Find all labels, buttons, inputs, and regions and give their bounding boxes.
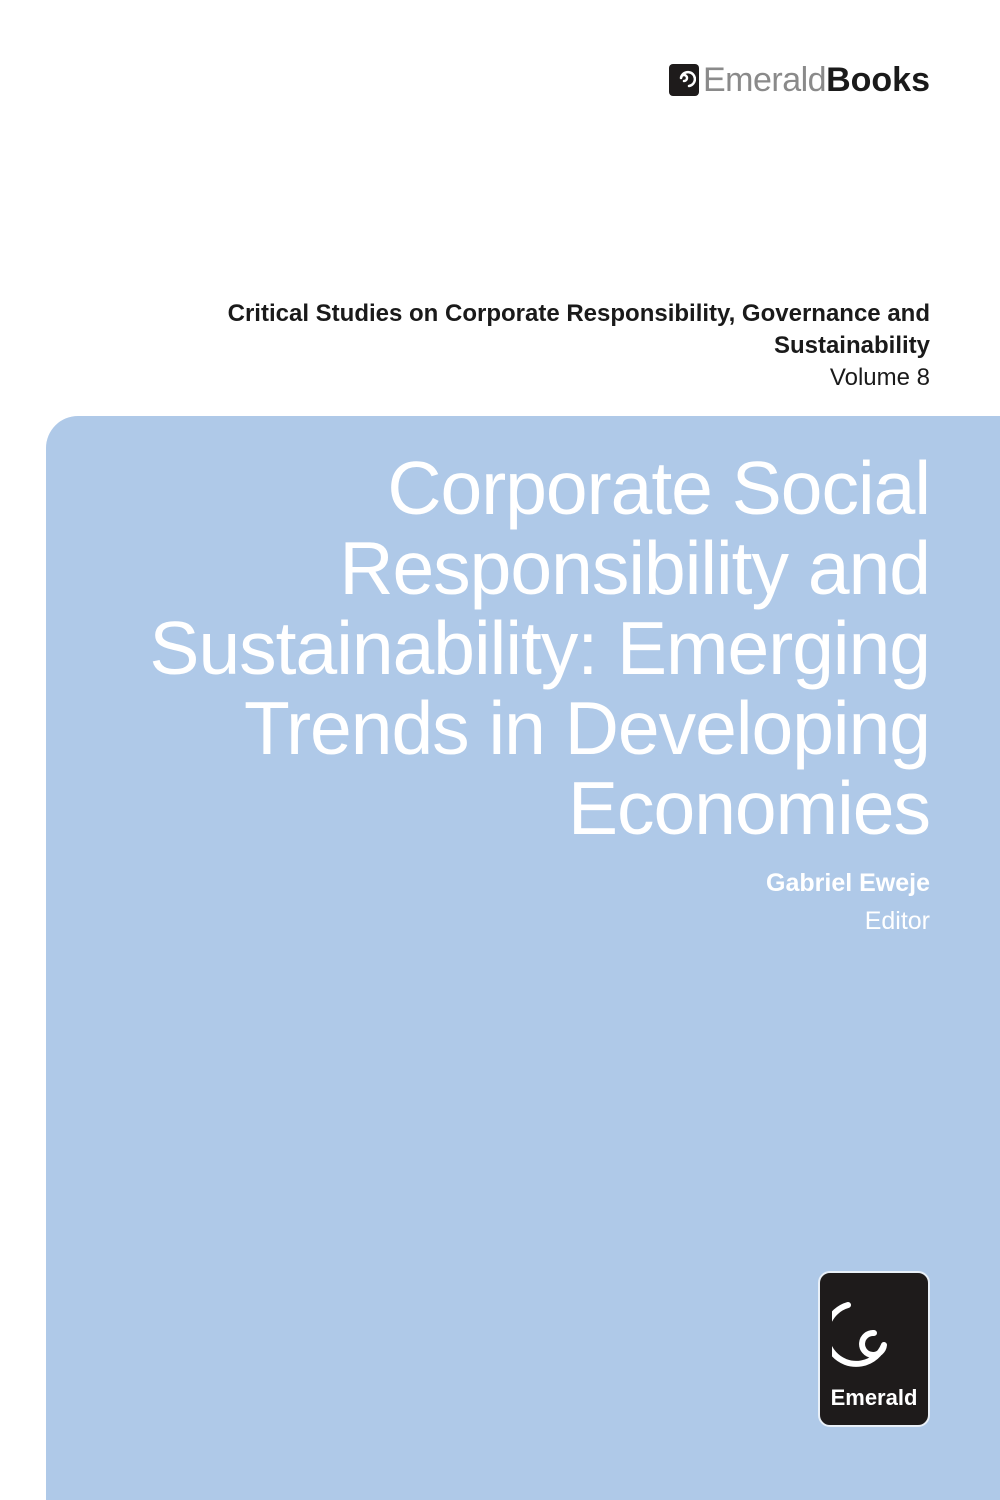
editor-role: Editor (864, 907, 930, 935)
book-title: Corporate Social Responsibility and Sust… (50, 446, 931, 850)
brand-name-bold: Books (826, 60, 930, 99)
series-block: Critical Studies on Corporate Responsibi… (70, 298, 930, 394)
emerald-books-brand: Emerald Books (668, 60, 930, 99)
logo-text: Emerald (830, 1385, 918, 1410)
series-title: Critical Studies on Corporate Responsibi… (227, 300, 930, 359)
emerald-swirl-icon (668, 64, 699, 96)
title-line: Trends in Developing (244, 686, 931, 770)
series-volume: Volume 8 (829, 364, 930, 391)
brand-name-light: Emerald (702, 60, 827, 99)
emerald-swirl-icon (832, 1302, 887, 1367)
editor-name: Gabriel Eweje (766, 869, 930, 897)
emerald-logo: Emerald (818, 1271, 930, 1427)
title-line: Corporate Social (387, 446, 931, 530)
title-line: Economies (567, 766, 931, 850)
title-line: Sustainability: Emerging (149, 606, 931, 690)
editor-block: Gabriel Eweje Editor (766, 864, 930, 940)
title-line: Responsibility and (339, 526, 931, 610)
